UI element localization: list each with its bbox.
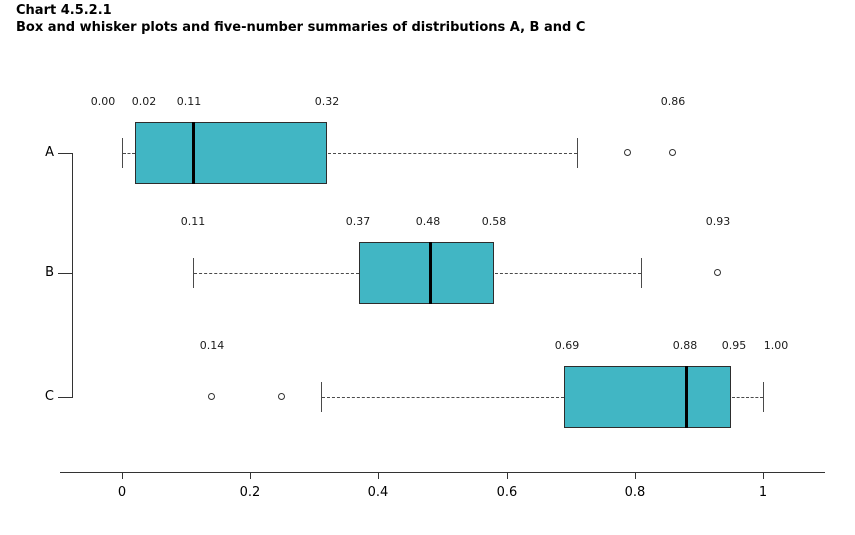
value-label: 0.00 [90, 95, 116, 108]
whisker-cap-high [641, 258, 642, 288]
value-label: 0.48 [415, 215, 441, 228]
category-label: C [44, 389, 54, 404]
whisker-line-high [328, 153, 577, 154]
value-label: 0.02 [131, 95, 157, 108]
x-axis-tick [378, 472, 379, 479]
value-label: 0.95 [721, 339, 747, 352]
outlier-point [714, 269, 721, 276]
value-label: 0.11 [180, 215, 206, 228]
whisker-line-low [194, 273, 359, 274]
value-label: 1.00 [763, 339, 789, 352]
x-axis-tick-label: 0.2 [239, 485, 261, 500]
y-axis-tick [58, 273, 73, 274]
value-label: 0.86 [660, 95, 686, 108]
x-axis-tick [635, 472, 636, 479]
outlier-point [278, 393, 285, 400]
x-axis-tick-label: 0.4 [367, 485, 389, 500]
x-axis-tick [507, 472, 508, 479]
median-line [192, 122, 195, 184]
whisker-cap-low [193, 258, 194, 288]
x-axis-line [60, 472, 825, 473]
y-axis-tick [58, 153, 73, 154]
whisker-line-high [495, 273, 641, 274]
whisker-line-low [322, 397, 564, 398]
outlier-point [208, 393, 215, 400]
value-label: 0.14 [199, 339, 225, 352]
x-axis-tick-label: 1 [758, 485, 768, 500]
chart-title: Box and whisker plots and five-number su… [16, 20, 586, 35]
x-axis-tick-label: 0 [117, 485, 127, 500]
value-label: 0.93 [705, 215, 731, 228]
x-axis-tick-label: 0.6 [496, 485, 518, 500]
whisker-line-low [123, 153, 135, 154]
outlier-point [669, 149, 676, 156]
value-label: 0.88 [672, 339, 698, 352]
whisker-cap-low [321, 382, 322, 412]
y-axis-tick [58, 397, 73, 398]
category-label: A [45, 145, 54, 160]
x-axis-tick-label: 0.8 [624, 485, 646, 500]
x-axis-tick [250, 472, 251, 479]
outlier-point [624, 149, 631, 156]
iqr-box [135, 122, 327, 184]
value-label: 0.58 [481, 215, 507, 228]
value-label: 0.32 [314, 95, 340, 108]
x-axis-tick [122, 472, 123, 479]
chart-number: Chart 4.5.2.1 [16, 3, 112, 18]
median-line [685, 366, 688, 428]
whisker-line-high [732, 397, 763, 398]
x-axis-tick [763, 472, 764, 479]
value-label: 0.69 [554, 339, 580, 352]
median-line [429, 242, 432, 304]
iqr-box [564, 366, 731, 428]
whisker-cap-high [577, 138, 578, 168]
y-axis-line [72, 153, 73, 397]
whisker-cap-low [122, 138, 123, 168]
category-label: B [45, 265, 54, 280]
whisker-cap-high [763, 382, 764, 412]
value-label: 0.11 [176, 95, 202, 108]
iqr-box [359, 242, 494, 304]
value-label: 0.37 [345, 215, 371, 228]
